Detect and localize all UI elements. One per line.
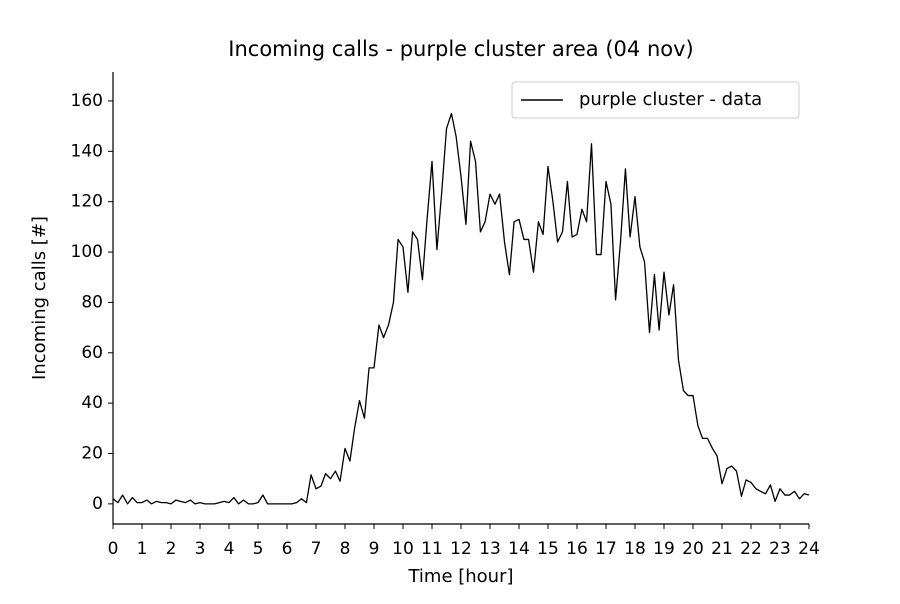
data-line — [112, 112, 810, 505]
legend-label: purple cluster - data — [579, 89, 762, 110]
legend-box — [511, 81, 800, 119]
x-tick-label: 14 — [508, 539, 530, 559]
x-tick-label: 21 — [711, 539, 733, 559]
x-tick-label: 23 — [769, 539, 791, 559]
x-tick-label: 1 — [137, 539, 148, 559]
x-tick-label: 2 — [166, 539, 177, 559]
x-tick-label: 8 — [340, 539, 351, 559]
y-tick-label: 0 — [92, 494, 103, 514]
y-axis-label: Incoming calls [#] — [29, 216, 50, 380]
y-tick-label: 140 — [71, 141, 103, 161]
x-tick-label: 17 — [595, 539, 617, 559]
x-tick-label: 15 — [537, 539, 559, 559]
x-tick-label: 20 — [682, 539, 704, 559]
x-tick-label: 4 — [224, 539, 235, 559]
x-tick-label: 9 — [369, 539, 380, 559]
x-tick-label: 16 — [566, 539, 588, 559]
y-tick-label: 60 — [81, 343, 103, 363]
x-tick-label: 22 — [740, 539, 762, 559]
x-tick-label: 13 — [479, 539, 501, 559]
x-tick-label: 3 — [195, 539, 206, 559]
x-tick-label: 19 — [653, 539, 675, 559]
y-tick-label: 160 — [71, 91, 103, 111]
x-tick-label: 10 — [392, 539, 414, 559]
y-tick-label: 40 — [81, 393, 103, 413]
legend: purple cluster - data — [511, 81, 800, 119]
chart-title: Incoming calls - purple cluster area (04… — [228, 37, 693, 61]
x-tick-label: 6 — [282, 539, 293, 559]
x-tick-label: 7 — [311, 539, 322, 559]
x-axis-label: Time [hour] — [407, 566, 513, 587]
x-tick-label: 5 — [253, 539, 264, 559]
y-tick-label: 20 — [81, 443, 103, 463]
x-tick-label: 11 — [421, 539, 443, 559]
x-tick-label: 18 — [624, 539, 646, 559]
x-tick-label: 12 — [450, 539, 472, 559]
y-tick-label: 120 — [71, 192, 103, 212]
x-tick-label: 24 — [798, 539, 820, 559]
y-tick-label: 80 — [81, 292, 103, 312]
x-tick-label: 0 — [108, 539, 119, 559]
y-tick-label: 100 — [71, 242, 103, 262]
